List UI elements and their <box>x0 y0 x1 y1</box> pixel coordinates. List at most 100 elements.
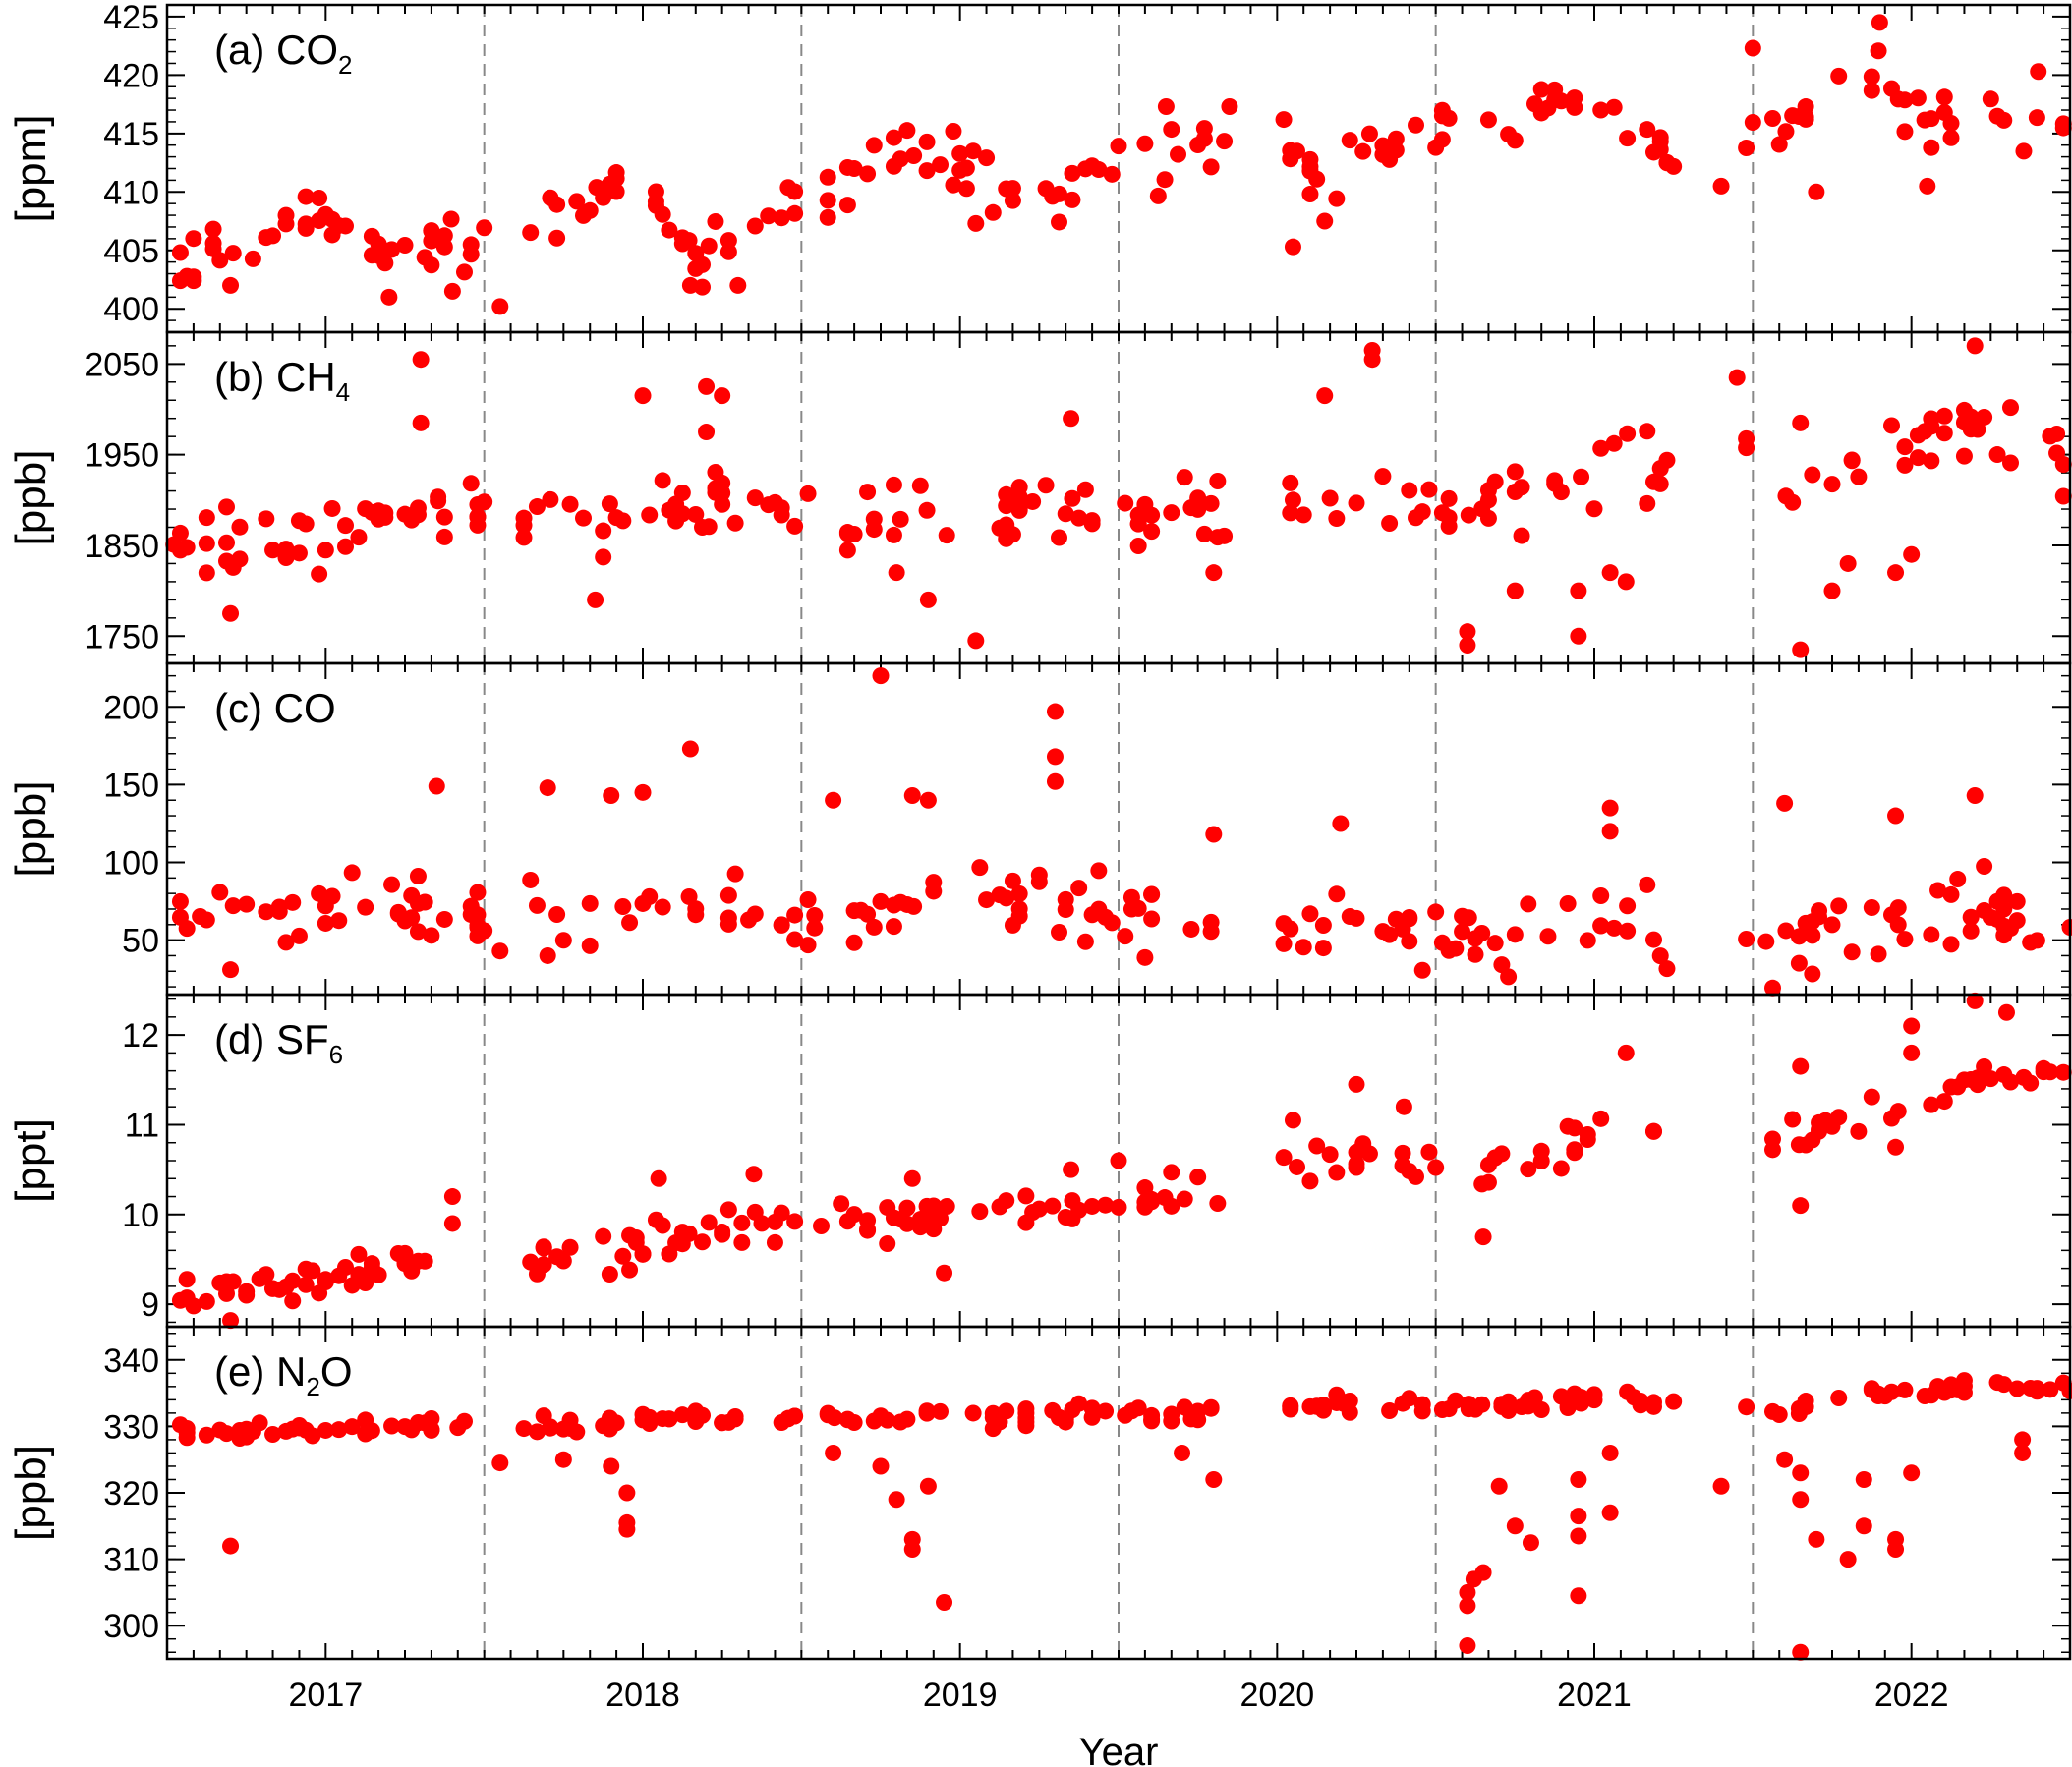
data-point <box>1195 130 1213 147</box>
data-point <box>1473 500 1491 518</box>
data-point <box>601 1409 618 1427</box>
data-point <box>1010 884 1028 902</box>
data-point <box>1433 1400 1451 1418</box>
data-point <box>1328 510 1346 528</box>
data-point <box>1282 1400 1299 1418</box>
data-point <box>258 903 275 921</box>
data-point <box>1658 960 1676 978</box>
data-point <box>673 1406 691 1424</box>
data-point <box>1209 473 1227 490</box>
data-point <box>1076 481 1094 498</box>
data-point <box>1592 1110 1610 1127</box>
data-point <box>264 542 282 559</box>
data-point <box>819 192 836 209</box>
y-tick-label: 11 <box>125 1107 159 1144</box>
data-point-outlier <box>1506 1517 1524 1535</box>
data-point <box>1797 924 1814 941</box>
data-point-outlier <box>222 961 240 979</box>
data-point <box>673 1224 691 1241</box>
data-point <box>746 217 764 235</box>
data-point <box>1645 143 1662 161</box>
data-point <box>1790 1404 1808 1422</box>
data-point <box>1076 933 1094 950</box>
data-point <box>1136 495 1154 513</box>
data-point <box>1632 1392 1649 1409</box>
y-tick-label: 10 <box>122 1197 159 1234</box>
data-point <box>548 906 566 924</box>
data-point <box>284 1272 302 1289</box>
data-point <box>898 1410 916 1428</box>
data-point <box>786 517 804 535</box>
data-point <box>357 1272 374 1289</box>
data-point <box>673 484 691 502</box>
data-point <box>1044 1197 1062 1215</box>
data-point-outlier <box>903 786 921 804</box>
data-point-outlier <box>412 351 430 369</box>
data-point-outlier <box>1776 1451 1794 1468</box>
data-point <box>661 1410 678 1428</box>
data-point <box>258 229 275 247</box>
data-point <box>370 247 387 264</box>
data-point <box>456 1412 473 1430</box>
data-point <box>1301 1172 1319 1190</box>
y-tick-label: 300 <box>103 1608 159 1645</box>
data-point <box>1955 447 1973 465</box>
data-point-outlier <box>1459 1636 1476 1654</box>
data-point-outlier <box>603 786 620 804</box>
data-point <box>1433 107 1451 125</box>
data-point-outlier <box>1221 97 1238 115</box>
data-point <box>845 160 863 178</box>
data-point <box>1493 1145 1511 1163</box>
data-point <box>396 912 414 930</box>
data-point <box>284 893 302 911</box>
data-point <box>2022 934 2040 951</box>
data-point <box>1777 922 1795 940</box>
data-point <box>838 524 856 542</box>
data-point <box>1479 111 1497 129</box>
data-point <box>581 894 599 912</box>
data-point <box>2002 399 2019 417</box>
data-point-outlier <box>1459 1597 1476 1615</box>
data-point-outlier <box>2030 63 2047 81</box>
y-tick-label: 100 <box>103 845 159 883</box>
data-point <box>1308 1137 1326 1155</box>
data-point <box>1348 909 1365 927</box>
data-point <box>515 529 533 546</box>
data-point <box>760 207 777 225</box>
data-point <box>1923 926 1940 943</box>
data-point <box>733 1214 751 1231</box>
data-point <box>647 183 664 200</box>
data-point-outlier <box>888 1491 905 1509</box>
data-point <box>1387 910 1405 928</box>
data-point <box>885 918 902 936</box>
data-point <box>1070 880 1088 897</box>
data-point <box>442 210 460 228</box>
data-point <box>1513 1397 1530 1415</box>
data-point <box>1500 968 1518 986</box>
panel-c: 50 100 150 200 (c) CO [ppb] <box>7 661 2072 997</box>
data-point <box>964 142 982 160</box>
data-point <box>661 221 678 239</box>
data-point <box>211 1421 229 1439</box>
data-point-outlier <box>443 282 461 300</box>
y-tick-label: 400 <box>103 291 159 328</box>
data-point <box>198 1426 215 1444</box>
data-point <box>2002 1073 2019 1091</box>
data-point <box>2008 892 2026 910</box>
data-point <box>687 1413 705 1431</box>
data-point <box>330 912 348 930</box>
data-point-outlier <box>1506 582 1524 599</box>
data-point <box>1381 514 1399 532</box>
data-point <box>1057 505 1074 523</box>
data-point <box>1830 1389 1848 1406</box>
data-point <box>1051 213 1067 231</box>
data-point-outlier <box>2014 1431 2032 1449</box>
data-point-outlier <box>1459 637 1476 655</box>
data-point <box>1163 121 1180 139</box>
y-tick-label: 150 <box>103 767 159 804</box>
data-point <box>1156 171 1174 189</box>
data-point <box>740 911 758 929</box>
data-point <box>2015 1068 2033 1086</box>
y-tick-label: 320 <box>103 1475 159 1512</box>
data-point <box>614 1247 632 1265</box>
